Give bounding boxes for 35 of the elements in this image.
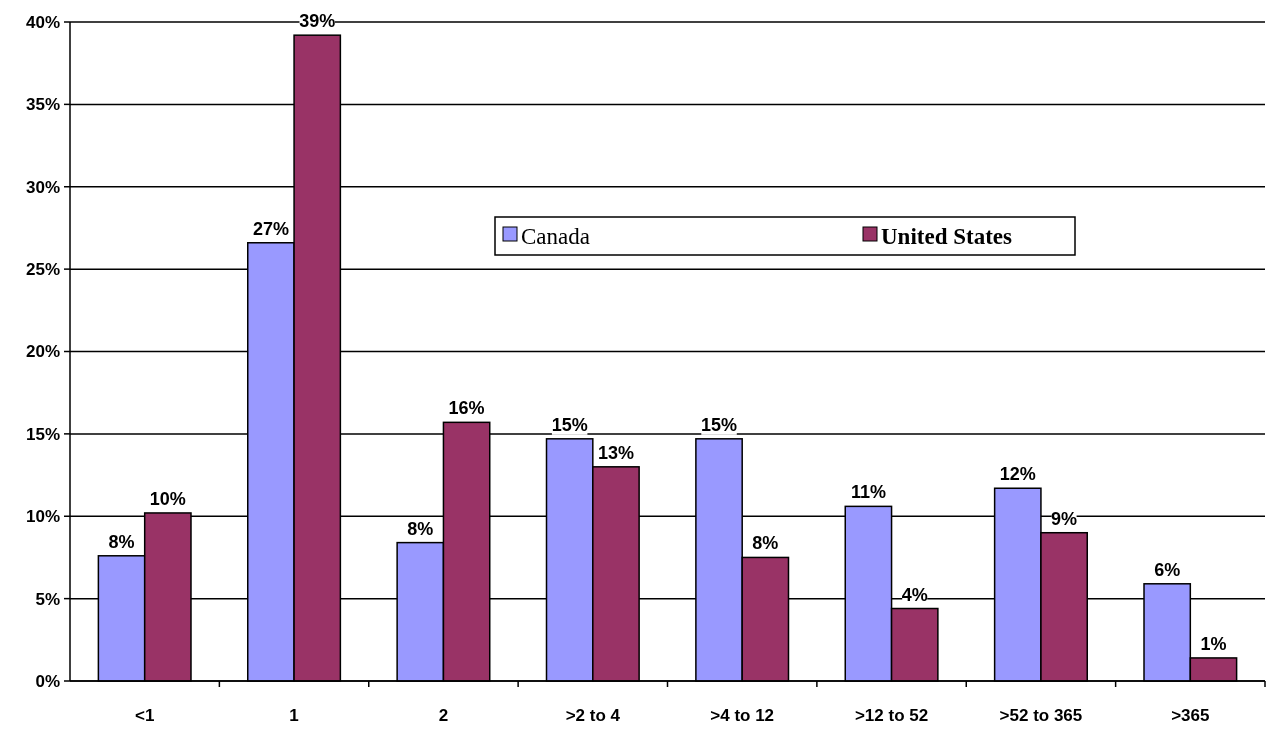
legend-label: United States	[881, 224, 1013, 249]
data-label: 16%	[448, 398, 485, 419]
x-tick-label: 1	[289, 706, 299, 725]
data-label: 15%	[551, 414, 588, 435]
data-label: 1%	[1200, 633, 1227, 654]
data-label: 13%	[597, 442, 634, 463]
legend-label: Canada	[521, 224, 590, 249]
data-label: 8%	[407, 518, 434, 539]
y-tick-label: 30%	[25, 177, 60, 197]
y-tick-label: 0%	[35, 671, 60, 691]
x-tick-label: >365	[1171, 706, 1210, 725]
data-label: 9%	[1051, 508, 1078, 529]
data-label: 4%	[901, 584, 928, 605]
data-label: 8%	[108, 531, 135, 552]
y-tick-label: 35%	[25, 95, 60, 115]
data-label: 15%	[701, 414, 738, 435]
data-label: 10%	[149, 488, 186, 509]
data-label: 6%	[1154, 559, 1181, 580]
data-label: 12%	[999, 464, 1036, 485]
y-tick-label: 20%	[25, 342, 60, 362]
x-tick-label: >2 to 4	[565, 706, 621, 725]
data-label: 8%	[752, 533, 779, 554]
y-tick-label: 10%	[25, 507, 60, 527]
x-tick-label: <1	[134, 706, 155, 725]
data-label: 27%	[252, 218, 289, 239]
x-tick-label: >4 to 12	[710, 706, 775, 725]
x-tick-label: >12 to 52	[854, 706, 929, 725]
y-tick-label: 25%	[25, 260, 60, 280]
x-tick-label: >52 to 365	[999, 706, 1083, 725]
x-tick-label: 2	[438, 706, 449, 725]
y-tick-label: 40%	[25, 12, 60, 32]
data-label: 39%	[299, 11, 336, 32]
y-tick-label: 5%	[35, 589, 60, 609]
y-tick-label: 15%	[25, 424, 60, 444]
data-label: 11%	[850, 482, 886, 503]
